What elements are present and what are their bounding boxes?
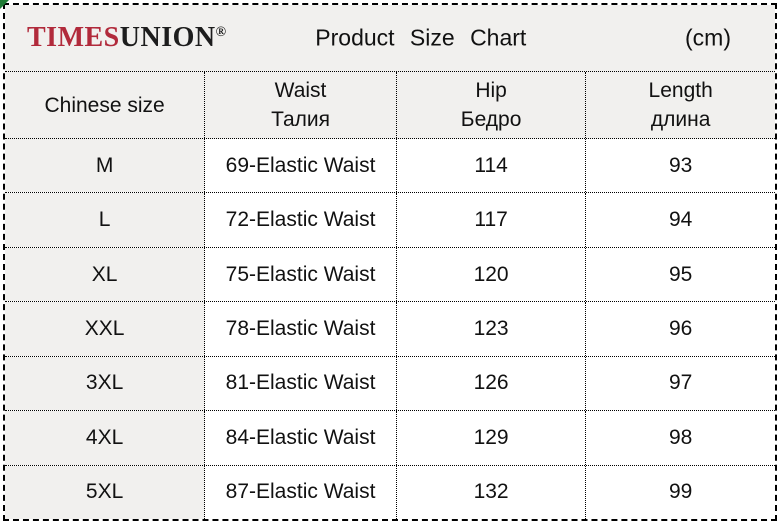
waist-cell: 78-Elastic Waist xyxy=(205,302,397,356)
length-cell: 95 xyxy=(668,262,693,286)
hip-cell: 120 xyxy=(397,247,587,302)
size-cell: 5XL xyxy=(5,465,206,519)
column-header-length: Length длина xyxy=(586,72,775,138)
column-header-waist: Waist Талия xyxy=(205,72,397,138)
waist-cell: 84-Elastic Waist xyxy=(205,411,397,465)
length-cell: 99 xyxy=(668,480,693,504)
table-row: 5XL 87-Elastic Waist 132 99 xyxy=(5,465,775,519)
hip-cell: 117 xyxy=(397,193,587,247)
size-cell: L xyxy=(5,193,206,247)
size-cell: XXL xyxy=(5,302,206,356)
length-cell: 98 xyxy=(668,425,693,449)
hip-cell: 114 xyxy=(397,139,587,193)
column-header-hip: Hip Бедро xyxy=(397,72,587,138)
column-header-length-en: Length xyxy=(648,79,713,102)
length-cell: 94 xyxy=(668,208,693,232)
column-header-size-en: Chinese size xyxy=(44,93,165,117)
size-chart-table: TIMESUNION® Product Size Chart (cm) Chin… xyxy=(3,3,777,521)
brand-logo: TIMESUNION® xyxy=(27,22,227,54)
table-row: XL 75-Elastic Waist 120 95 xyxy=(5,247,775,303)
column-header-hip-ru: Бедро xyxy=(460,108,522,131)
registered-trademark-icon: ® xyxy=(215,25,227,40)
size-cell: 3XL xyxy=(5,356,206,411)
hip-cell: 129 xyxy=(397,411,587,465)
page-title: Product Size Chart xyxy=(315,24,527,51)
brand-logo-times: TIMES xyxy=(27,22,120,53)
waist-cell: 81-Elastic Waist xyxy=(205,356,397,411)
hip-cell: 126 xyxy=(397,356,587,411)
column-header-length-ru: длина xyxy=(650,108,711,131)
table-row: 3XL 81-Elastic Waist 126 97 xyxy=(5,356,775,412)
length-cell: 97 xyxy=(668,371,693,395)
column-header-waist-ru: Талия xyxy=(271,108,330,131)
waist-cell: 69-Elastic Waist xyxy=(205,139,397,193)
table-row: 4XL 84-Elastic Waist 129 98 xyxy=(5,411,775,466)
length-cell: 93 xyxy=(668,153,693,177)
table-row: M 69-Elastic Waist 114 93 xyxy=(5,139,775,194)
column-header-waist-en: Waist xyxy=(274,79,327,102)
unit-label: (cm) xyxy=(685,24,731,51)
excel-corner-marker-icon xyxy=(0,0,9,9)
size-cell: 4XL xyxy=(5,411,206,465)
column-header-size: Chinese size xyxy=(5,72,206,138)
table-header-row: Chinese size Waist Талия Hip Бедро Lengt… xyxy=(5,72,775,139)
column-header-hip-en: Hip xyxy=(475,79,507,102)
brand-logo-union: UNION xyxy=(119,22,216,53)
waist-cell: 75-Elastic Waist xyxy=(205,247,397,302)
hip-cell: 123 xyxy=(397,302,587,356)
waist-cell: 87-Elastic Waist xyxy=(205,465,397,519)
hip-cell: 132 xyxy=(397,465,587,519)
size-cell: M xyxy=(5,139,206,193)
title-row: TIMESUNION® Product Size Chart (cm) xyxy=(5,5,775,72)
size-cell: XL xyxy=(5,247,206,302)
table-row: L 72-Elastic Waist 117 94 xyxy=(5,193,775,248)
waist-cell: 72-Elastic Waist xyxy=(205,193,397,247)
table-row: XXL 78-Elastic Waist 123 96 xyxy=(5,302,775,357)
length-cell: 96 xyxy=(668,316,693,340)
